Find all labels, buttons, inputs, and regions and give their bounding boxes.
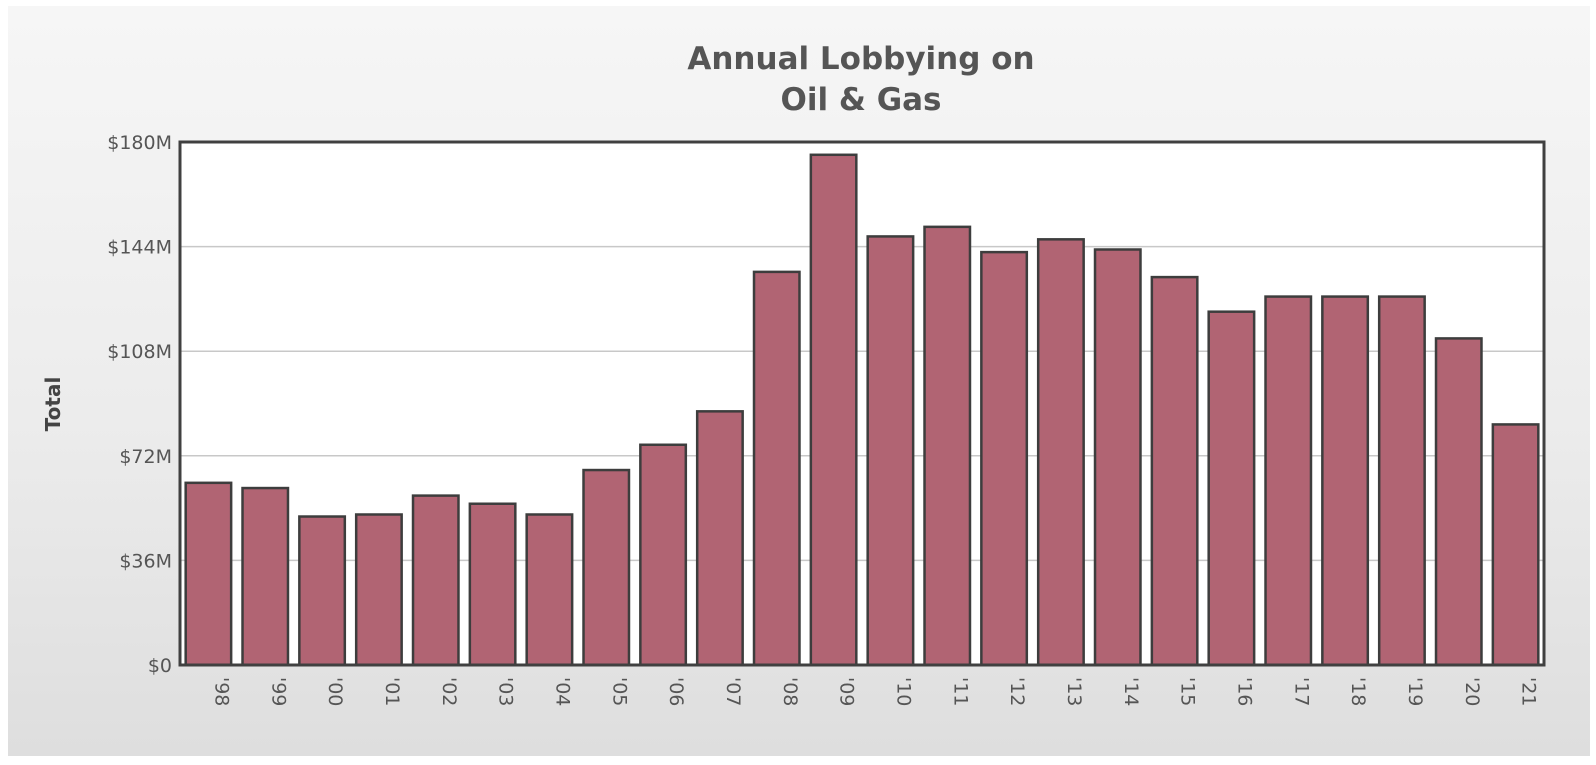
bar <box>1491 423 1540 667</box>
x-tick-label: '98 <box>210 677 232 706</box>
x-tick-label: '14 <box>1120 677 1142 706</box>
x-tick-label: '15 <box>1177 677 1199 706</box>
bar <box>809 153 858 667</box>
x-tick-label: '20 <box>1461 677 1483 706</box>
x-tick-label: '06 <box>665 677 687 706</box>
bar <box>1207 310 1256 667</box>
x-tick-label: '17 <box>1290 677 1312 706</box>
bar <box>411 494 460 667</box>
x-tick-label: '02 <box>438 677 460 706</box>
bar <box>1150 275 1199 667</box>
x-tick-label: '12 <box>1006 677 1028 706</box>
bar <box>752 270 801 667</box>
bar <box>1036 238 1085 667</box>
bar <box>468 502 517 667</box>
x-tick-label: '04 <box>551 677 573 706</box>
x-tick-label: '11 <box>949 677 971 706</box>
x-tick-label: '09 <box>836 677 858 706</box>
bar <box>866 235 915 667</box>
bars <box>184 153 1540 667</box>
bar <box>354 513 403 667</box>
bar <box>639 443 688 667</box>
chart-title-line-2: Oil & Gas <box>780 82 941 118</box>
plot-area <box>178 140 1546 667</box>
bar <box>241 486 290 667</box>
y-axis-ticks: $0 $36M $72M $108M $144M $180M <box>107 132 172 677</box>
x-tick-label: '18 <box>1347 677 1369 706</box>
bar <box>582 468 631 667</box>
bar <box>1434 337 1483 667</box>
bar-chart: Annual Lobbying on Oil & Gas $0$36M$72M$… <box>41 41 1546 706</box>
y-tick-label: $36M <box>119 550 172 572</box>
chart-panel: Annual Lobbying on Oil & Gas $0 $36M $72M $… <box>8 6 1590 756</box>
bar <box>980 250 1029 667</box>
x-axis-ticks: '98 '99 '00 '01 '02 '03 '04 '05 '06 '07 '08 '09 '10 '… <box>210 677 1539 706</box>
y-axis-label: Total <box>41 377 65 432</box>
x-tick-label: '99 <box>267 677 289 706</box>
y-tick-label: $180M <box>107 132 172 154</box>
bar <box>923 225 972 667</box>
x-tick-label: '03 <box>495 677 517 706</box>
x-tick-label: '19 <box>1404 677 1426 706</box>
bar <box>1377 295 1426 667</box>
x-tick-label: '08 <box>779 677 801 706</box>
y-tick-label: $72M <box>119 446 172 468</box>
x-tick-label: '10 <box>892 677 914 706</box>
x-tick-label: '07 <box>722 677 744 706</box>
y-tick-label: $0 <box>148 655 172 677</box>
bar <box>184 481 233 667</box>
bar <box>695 410 744 667</box>
x-tick-label: '21 <box>1518 677 1540 706</box>
x-tick-label: '01 <box>381 677 403 706</box>
bar <box>298 515 347 667</box>
bar <box>1093 248 1142 667</box>
gridlines <box>180 245 1544 562</box>
bar <box>525 513 574 667</box>
x-tick-label: '13 <box>1063 677 1085 706</box>
x-tick-label: '00 <box>324 677 346 706</box>
bar <box>1321 295 1370 667</box>
x-tick-label: '05 <box>608 677 630 706</box>
y-tick-label: $144M <box>107 237 172 259</box>
y-tick-label: $108M <box>107 341 172 363</box>
bar <box>1264 295 1313 667</box>
x-tick-label: '16 <box>1233 677 1255 706</box>
chart-title-line-1: Annual Lobbying on <box>687 41 1034 77</box>
plot-frame <box>178 140 1546 667</box>
